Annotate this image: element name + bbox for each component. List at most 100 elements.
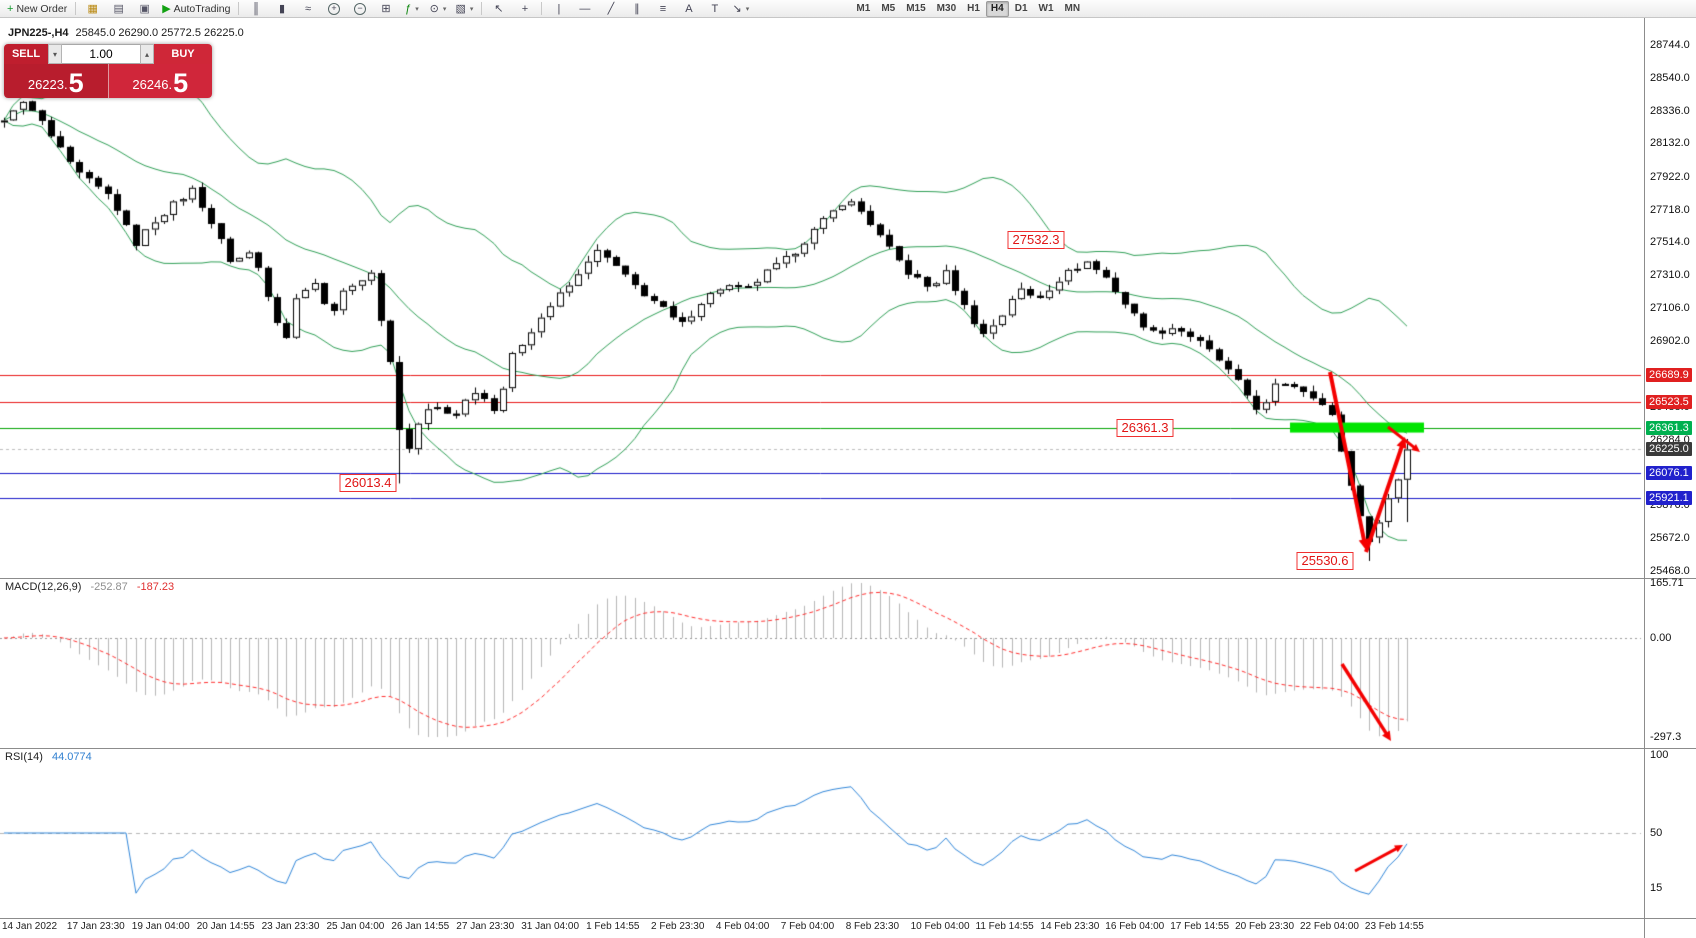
chart-header: JPN225-,H4 25845.0 26290.0 25772.5 26225.… (8, 27, 244, 39)
dropdown-arrow-icon: ▾ (415, 5, 419, 13)
charts-bar-button[interactable]: ▦ (80, 0, 105, 17)
text-label-button[interactable]: T (702, 0, 727, 17)
time-tick-label: 23 Jan 23:30 (261, 921, 320, 932)
price-annotation[interactable]: 26013.4 (339, 474, 397, 493)
dropdown-arrow-icon: ▾ (442, 5, 447, 13)
timeframe-h1-button[interactable]: H1 (967, 2, 980, 14)
new-order-button[interactable]: + New Order (3, 0, 71, 17)
indicators-button[interactable]: ƒ ▾ (399, 0, 424, 17)
vertical-line-button[interactable]: | (546, 0, 571, 17)
timeframe-m15-button[interactable]: M15 (906, 2, 926, 14)
terminal-button[interactable]: ▣ (132, 0, 157, 17)
macd-scale-label: -297.3 (1650, 731, 1682, 743)
timeframe-mn-button[interactable]: MN (1064, 2, 1081, 14)
periods-button[interactable]: ⊙ ▾ (425, 0, 450, 17)
volume-input[interactable] (62, 44, 140, 64)
fibonacci-button[interactable]: ≡ (650, 0, 675, 17)
rsi-indicator-label: RSI(14) 44.0774 (5, 751, 92, 763)
text-label-icon: T (711, 2, 719, 15)
equidistant-channel-icon: ∥ (634, 2, 640, 15)
price-annotation[interactable]: 26361.3 (1116, 418, 1174, 437)
rsi-scale-label: 15 (1650, 881, 1663, 894)
arrows-button[interactable]: ↘ ▾ (728, 0, 753, 17)
price-tick-label: 25672.0 (1650, 532, 1690, 545)
candlestick-chart-type-button[interactable]: ▮ (269, 0, 294, 17)
sell-price-button[interactable]: 26223. 5 (4, 64, 109, 98)
bars-chart-type-button[interactable]: ║ (243, 0, 268, 17)
rsi-scale-label: 50 (1650, 827, 1663, 839)
text-icon: A (685, 2, 693, 15)
timeframe-m1-button[interactable]: M1 (856, 2, 871, 14)
toolbar-separator (481, 2, 483, 15)
macd-panel-divider[interactable] (0, 578, 1696, 579)
time-tick-label: 14 Feb 23:30 (1040, 921, 1100, 932)
time-tick-label: 11 Feb 14:55 (975, 921, 1034, 932)
macd-signal-value: -187.23 (136, 581, 175, 593)
line-chart-type-button[interactable]: ≈ (295, 0, 320, 17)
one-click-trading-panel: SELL ▾ ▴ BUY 26223. 5 26246. 5 (4, 44, 212, 98)
toolbar-separator (75, 2, 77, 15)
volume-increase-button[interactable]: ▴ (140, 44, 154, 64)
timeframe-d1-button[interactable]: D1 (1014, 2, 1028, 14)
chart-ohlc-values: 25845.0 26290.0 25772.5 26225.0 (75, 27, 244, 39)
chart-symbol-period: JPN225-,H4 (8, 27, 69, 39)
rsi-panel-divider[interactable] (0, 748, 1696, 749)
templates-button[interactable]: ▧ ▾ (451, 0, 477, 17)
price-level-badge: 26076.1 (1646, 466, 1692, 481)
time-tick-label: 20 Jan 14:55 (196, 921, 255, 932)
indicators-icon: ƒ (405, 2, 412, 15)
time-axis-border (0, 918, 1696, 919)
zoom-out-button[interactable]: − (347, 0, 372, 17)
timeframe-w1-button[interactable]: W1 (1038, 2, 1054, 14)
horizontal-line-icon: — (579, 2, 591, 15)
arrow-objects-icon: ↘ (732, 2, 742, 15)
horizontal-line-button[interactable]: — (572, 0, 597, 17)
dropdown-arrow-icon: ▾ (745, 5, 750, 13)
toolbar: + New Order ▦ ▤ ▣ ▶ AutoTrading ║ ▮ ≈ + − ⊞ ƒ ▾ ⊙ ▾ ▧ ▾ ↖ + |… (0, 0, 1696, 18)
spin-up-icon: ▴ (144, 49, 149, 59)
text-button[interactable]: A (676, 0, 701, 17)
zoom-in-icon: + (327, 2, 340, 15)
tile-windows-button[interactable]: ⊞ (373, 0, 398, 17)
price-annotation[interactable]: 27532.3 (1007, 230, 1065, 249)
time-tick-label: 26 Jan 14:55 (391, 921, 450, 932)
price-tick-label: 28540.0 (1650, 71, 1690, 84)
time-tick-label: 8 Feb 23:30 (845, 921, 900, 932)
volume-decrease-button[interactable]: ▾ (48, 44, 62, 64)
vertical-line-icon: | (557, 2, 561, 15)
price-tick-label: 27310.0 (1650, 269, 1690, 282)
price-tick-label: 27106.0 (1650, 301, 1690, 314)
cursor-button[interactable]: ↖ (486, 0, 511, 17)
navigator-button[interactable]: ▤ (106, 0, 131, 17)
trendline-button[interactable]: ╱ (598, 0, 623, 17)
buy-price-main: 26246. (132, 77, 173, 92)
channel-button[interactable]: ∥ (624, 0, 649, 17)
price-tick-label: 28132.0 (1650, 137, 1690, 150)
toolbar-separator (238, 2, 240, 15)
timeframe-m30-button[interactable]: M30 (936, 2, 957, 14)
ohlc-bars-icon: ║ (252, 2, 260, 15)
timeframe-m5-button[interactable]: M5 (881, 2, 896, 14)
zoom-in-button[interactable]: + (321, 0, 346, 17)
timeframe-h4-button[interactable]: H4 (985, 0, 1009, 17)
macd-title: MACD(12,26,9) (5, 581, 82, 593)
sell-button[interactable]: SELL (4, 44, 48, 64)
price-axis-border (1644, 18, 1645, 938)
navigator-icon: ▤ (113, 2, 124, 15)
macd-indicator-label: MACD(12,26,9) -252.87 -187.23 (5, 581, 174, 593)
autotrading-button[interactable]: ▶ AutoTrading (158, 0, 234, 17)
crosshair-button[interactable]: + (512, 0, 537, 17)
rsi-scale-label: 100 (1650, 749, 1669, 761)
time-tick-label: 16 Feb 04:00 (1105, 921, 1165, 932)
price-level-badge: 26361.3 (1646, 420, 1692, 435)
time-tick-label: 19 Jan 04:00 (131, 921, 190, 932)
macd-scale-label: 165.71 (1650, 577, 1684, 589)
price-level-badge: 26225.0 (1646, 442, 1692, 457)
buy-button[interactable]: BUY (154, 44, 212, 64)
fibonacci-icon: ≡ (659, 2, 667, 15)
buy-price-button[interactable]: 26246. 5 (108, 64, 212, 98)
spin-down-icon: ▾ (52, 49, 57, 59)
price-annotation[interactable]: 25530.6 (1296, 551, 1354, 570)
